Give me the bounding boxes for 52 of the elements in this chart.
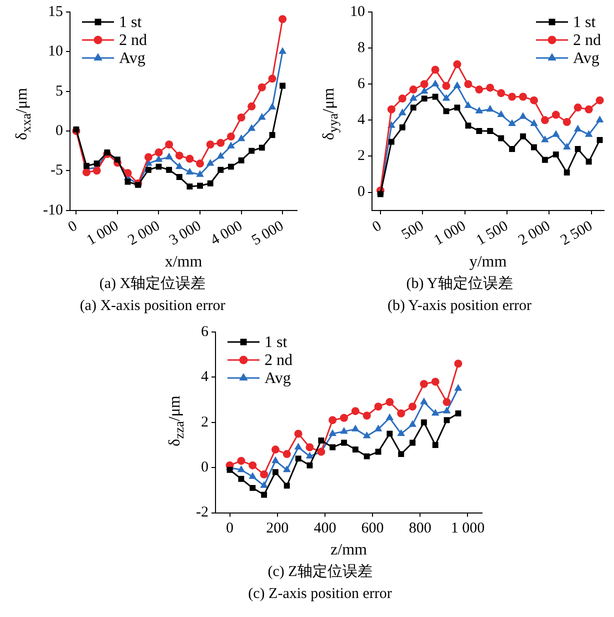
x-tick-label: 1 000 — [84, 218, 122, 249]
legend-label: Avg — [573, 50, 600, 68]
y-tick-label: 5 — [55, 83, 63, 100]
x-tick-label: 3 000 — [166, 218, 204, 249]
legend-label: Avg — [264, 370, 291, 388]
y-tick-label: 10 — [48, 44, 63, 60]
y-tick-label: 0 — [55, 122, 63, 139]
y-tick-label: 15 — [48, 4, 63, 20]
x-axis-title: z/mm — [330, 542, 368, 559]
y-tick-label: 10 — [350, 4, 365, 20]
y-tick-label: 2 — [200, 414, 208, 430]
y-tick-label: 6 — [200, 324, 209, 340]
legend-label: 1 st — [264, 334, 288, 352]
x-tick-label: 2 500 — [558, 218, 596, 249]
x-axis-title: x/mm — [164, 254, 203, 271]
x-tick-label: 0 — [370, 218, 384, 236]
text: (a) X-axis position error — [78, 298, 226, 315]
text: (b) Y轴定位误差 — [405, 274, 514, 293]
legend-label: Avg — [118, 50, 146, 68]
text: (b) Y-axis position error — [386, 298, 532, 315]
legend-label: 2 nd — [118, 32, 147, 50]
x-tick-label: 1 000 — [450, 520, 485, 537]
x-axis-title: y/mm — [469, 254, 508, 271]
text: (c) Z轴定位误差 — [266, 562, 374, 581]
x-tick-label: 1 000 — [432, 218, 469, 249]
x-tick-label: 2 000 — [516, 218, 554, 249]
x-tick-label: 4 000 — [208, 218, 246, 249]
x-tick-label: 500 — [399, 218, 427, 244]
y-tick-label: 6 — [358, 76, 366, 92]
y-tick-label: 4 — [358, 112, 366, 128]
y-tick-label: -5 — [50, 162, 63, 179]
text: (c) Z-axis position error — [247, 586, 393, 603]
legend-label: 2 nd — [264, 352, 292, 370]
x-tick-label: 5 000 — [249, 218, 287, 249]
y-tick-label: 2 — [358, 148, 365, 164]
y-tick-label: 0 — [200, 460, 208, 476]
x-tick-label: 1 500 — [474, 218, 511, 249]
y-tick-label: -10 — [42, 202, 63, 218]
legend-label: 1 st — [118, 14, 142, 32]
y-tick-label: 8 — [358, 40, 365, 56]
x-tick-label: 400 — [314, 520, 336, 537]
text: (a) X轴定位误差 — [98, 274, 207, 293]
legend-label: 1 st — [573, 14, 596, 32]
y-tick-label: 0 — [358, 184, 365, 200]
x-tick-label: 800 — [408, 520, 432, 537]
x-tick-label: 2 000 — [125, 218, 163, 249]
x-tick-label: 600 — [361, 520, 384, 537]
x-tick-label: 0 — [226, 520, 234, 537]
legend-label: 2 nd — [573, 32, 601, 50]
y-tick-label: 4 — [200, 369, 209, 386]
x-tick-label: 200 — [266, 520, 289, 537]
y-tick-label: -2 — [196, 504, 208, 521]
